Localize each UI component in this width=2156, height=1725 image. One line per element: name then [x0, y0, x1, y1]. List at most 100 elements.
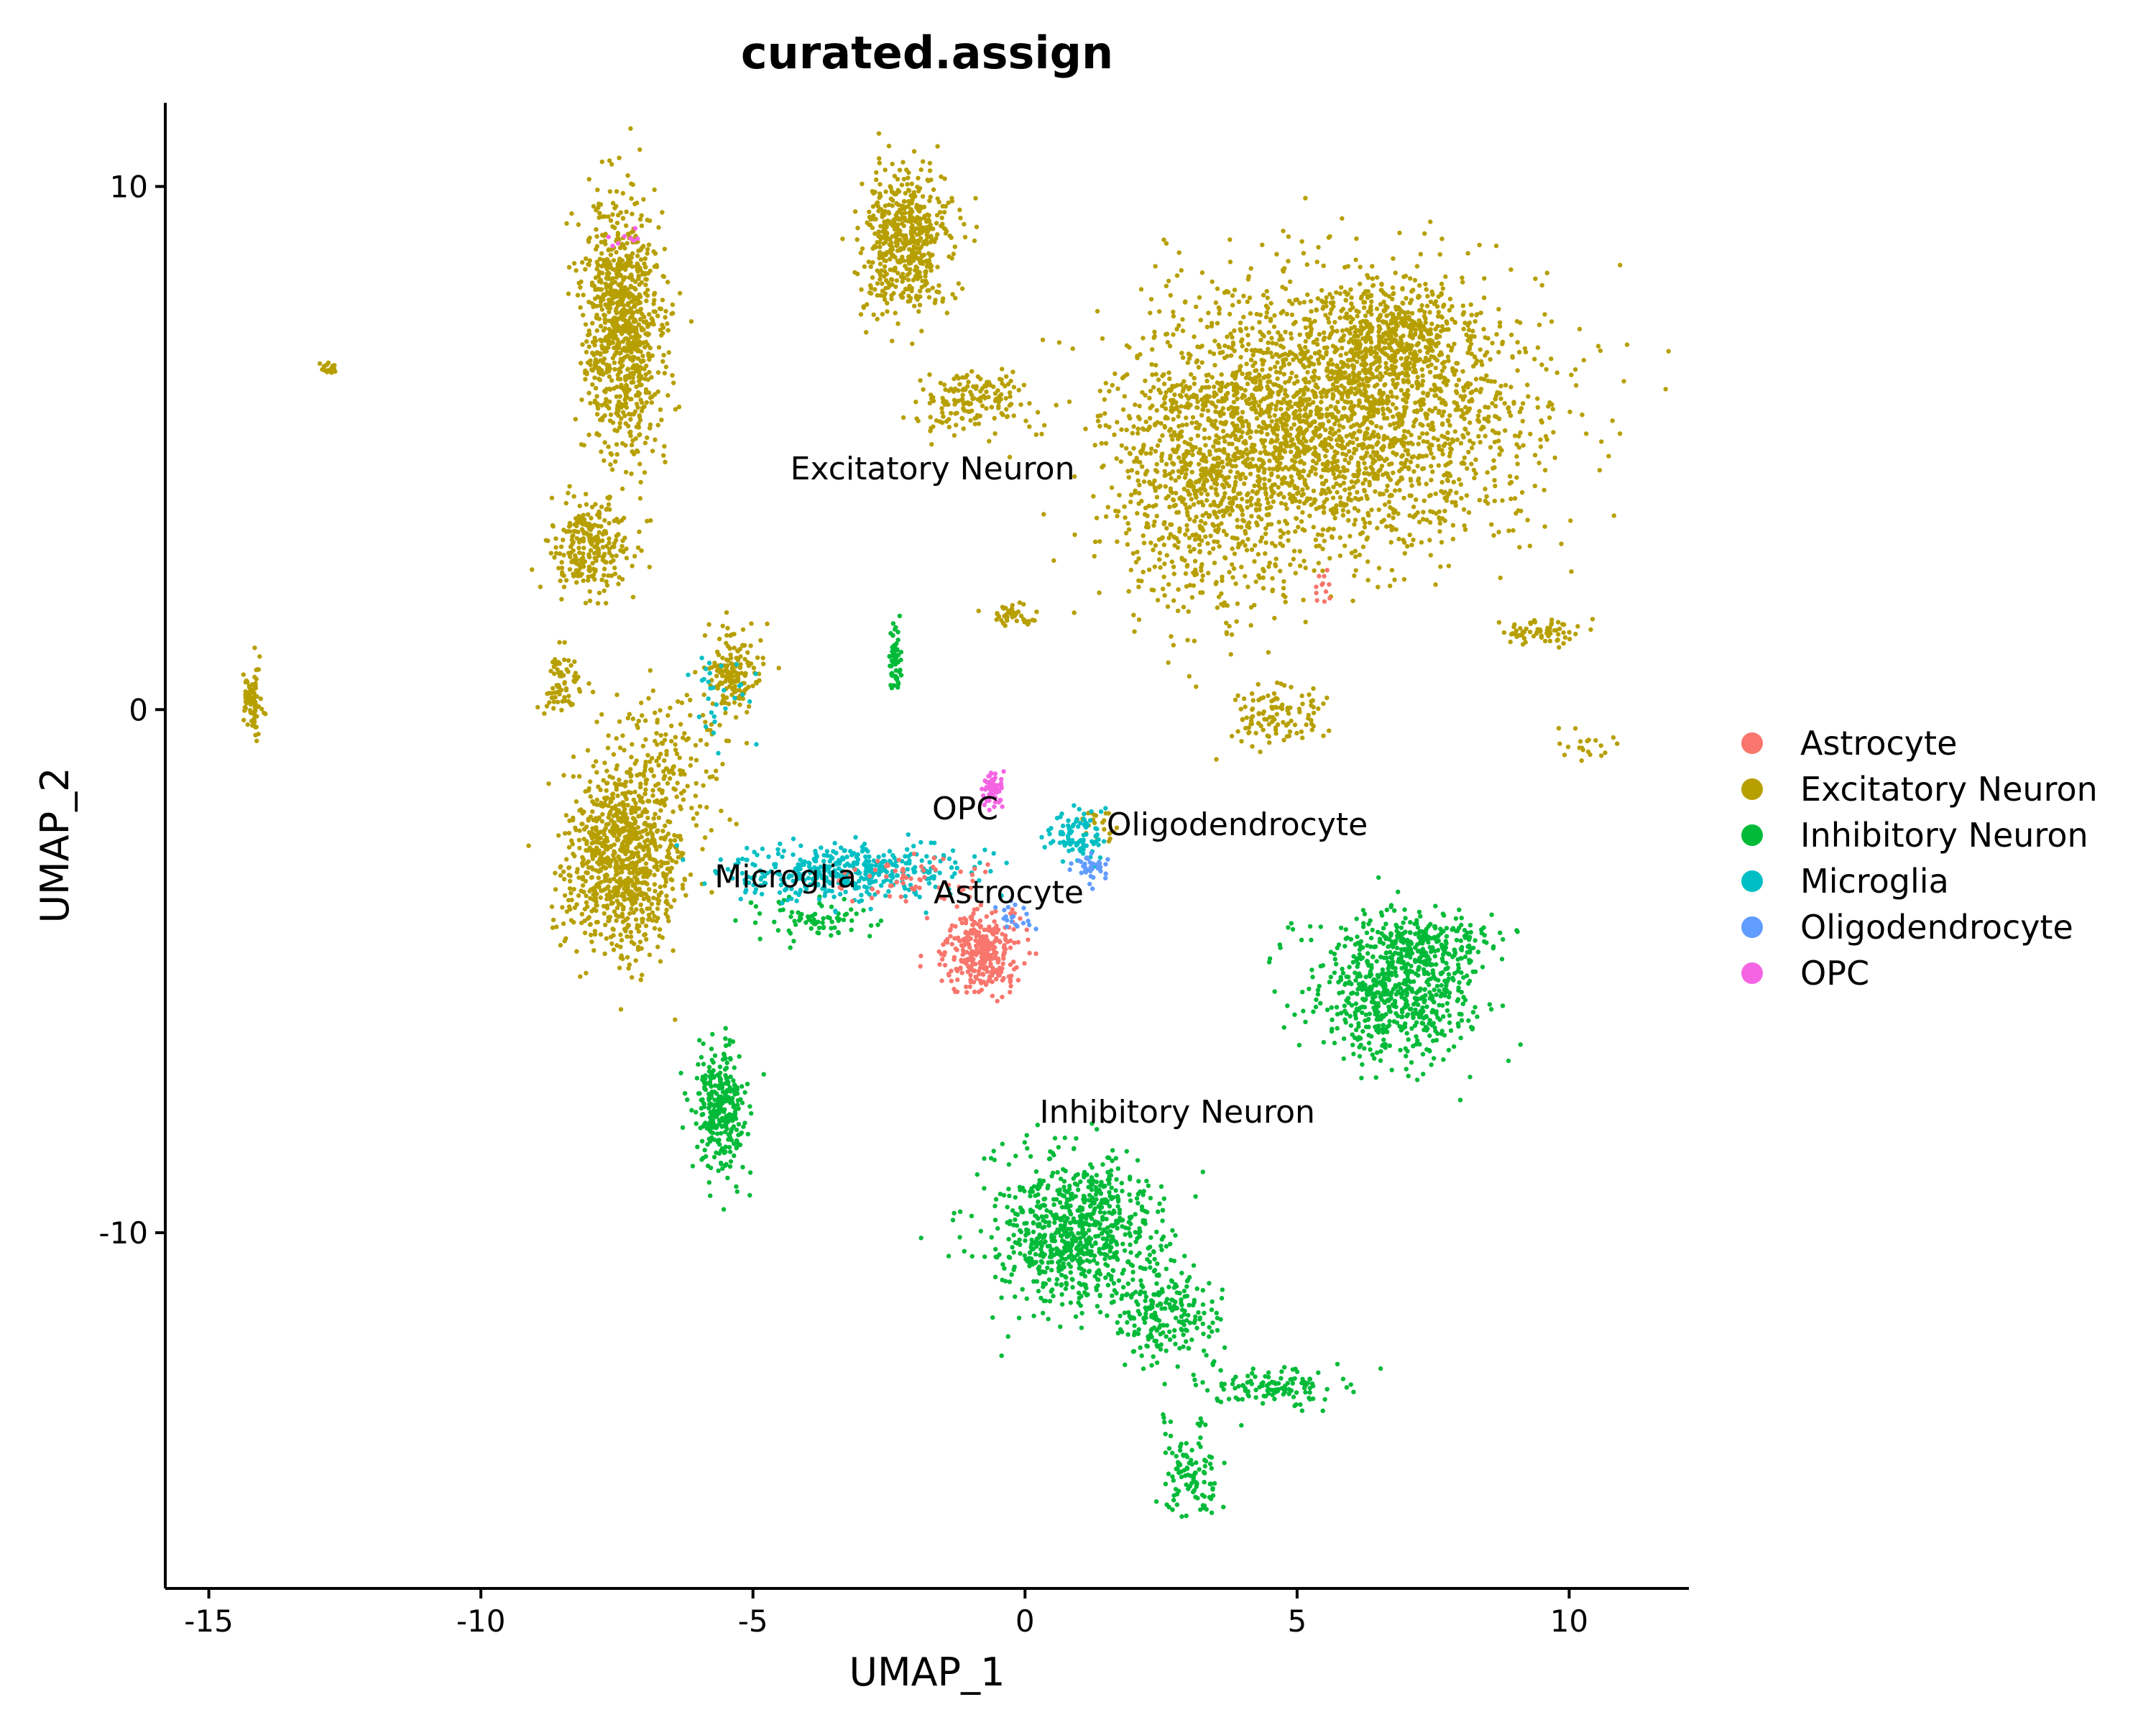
scatter-point — [1051, 558, 1056, 564]
scatter-point — [922, 282, 928, 288]
scatter-point — [1283, 594, 1288, 599]
scatter-point — [1429, 321, 1434, 326]
scatter-point — [1263, 551, 1268, 556]
scatter-point — [1253, 375, 1258, 380]
scatter-point — [642, 470, 648, 475]
scatter-point — [584, 339, 589, 344]
scatter-point — [1365, 383, 1371, 389]
scatter-point — [1358, 331, 1363, 336]
scatter-point — [890, 203, 895, 208]
scatter-point — [644, 400, 649, 405]
scatter-point — [1243, 438, 1248, 444]
scatter-point — [602, 317, 607, 322]
scatter-point — [1413, 355, 1419, 361]
scatter-point — [1507, 481, 1513, 486]
scatter-point — [622, 246, 627, 251]
scatter-point — [1405, 378, 1411, 383]
scatter-point — [921, 252, 927, 257]
scatter-point — [1263, 526, 1268, 531]
scatter-point — [622, 402, 627, 408]
scatter-point — [1286, 234, 1291, 239]
scatter-point — [886, 285, 891, 290]
scatter-point — [920, 194, 926, 199]
scatter-point — [1258, 450, 1263, 456]
scatter-point — [1544, 270, 1549, 275]
scatter-point — [1206, 418, 1211, 423]
scatter-point — [1498, 383, 1503, 389]
scatter-point — [1233, 581, 1238, 586]
scatter-point — [1439, 479, 1445, 485]
scatter-point — [1227, 624, 1232, 629]
scatter-point — [1450, 304, 1455, 309]
scatter-point — [1433, 405, 1438, 411]
scatter-point — [1419, 407, 1424, 413]
scatter-point — [642, 404, 647, 409]
scatter-point — [640, 311, 645, 317]
scatter-point — [615, 323, 620, 328]
scatter-point — [1666, 349, 1671, 354]
scatter-point — [602, 313, 607, 318]
scatter-point — [590, 382, 595, 387]
scatter-point — [1510, 354, 1515, 359]
scatter-point — [1359, 294, 1364, 300]
scatter-point — [1391, 377, 1396, 383]
scatter-point — [1284, 441, 1289, 446]
scatter-point — [1375, 433, 1380, 438]
scatter-point — [1428, 553, 1434, 558]
scatter-point — [1129, 468, 1135, 473]
scatter-point — [573, 417, 578, 422]
scatter-point — [1353, 518, 1358, 523]
scatter-point — [1349, 301, 1354, 306]
scatter-point — [1200, 502, 1206, 507]
scatter-point — [1248, 472, 1253, 477]
scatter-point — [1460, 312, 1465, 317]
scatter-point — [1365, 289, 1371, 294]
scatter-point — [855, 271, 860, 277]
scatter-point — [1230, 420, 1235, 426]
scatter-point — [1323, 313, 1328, 318]
scatter-point — [628, 126, 633, 131]
scatter-point — [620, 216, 626, 221]
scatter-point — [1311, 400, 1316, 405]
scatter-point — [1365, 272, 1370, 278]
scatter-point — [1240, 392, 1246, 397]
scatter-point — [607, 259, 612, 264]
scatter-point — [1539, 282, 1544, 288]
scatter-point — [1164, 241, 1169, 246]
scatter-point — [1399, 422, 1404, 427]
scatter-point — [1532, 483, 1537, 489]
scatter-point — [1409, 310, 1415, 316]
scatter-point — [1296, 525, 1301, 530]
scatter-point — [1189, 436, 1194, 442]
scatter-point — [1507, 474, 1513, 479]
scatter-point — [1492, 465, 1497, 470]
scatter-point — [1408, 276, 1413, 281]
scatter-point — [604, 275, 609, 281]
scatter-point — [1183, 454, 1188, 459]
scatter-point — [1220, 474, 1225, 479]
scatter-point — [1252, 448, 1258, 453]
scatter-point — [865, 220, 870, 225]
scatter-point — [1482, 377, 1487, 382]
scatter-point — [1214, 433, 1219, 438]
scatter-point — [602, 388, 607, 394]
scatter-point — [1276, 446, 1281, 451]
scatter-point — [1274, 252, 1279, 257]
scatter-point — [1332, 421, 1337, 427]
scatter-point — [1181, 386, 1187, 391]
scatter-point — [1275, 360, 1280, 365]
scatter-point — [1497, 323, 1503, 329]
scatter-point — [598, 323, 604, 328]
scatter-point — [1138, 351, 1143, 357]
scatter-point — [609, 340, 614, 345]
scatter-point — [1250, 326, 1255, 331]
scatter-point — [1318, 443, 1323, 448]
scatter-point — [1442, 508, 1447, 514]
scatter-point — [926, 288, 931, 293]
scatter-point — [1245, 381, 1250, 387]
scatter-point — [1312, 390, 1318, 395]
scatter-point — [578, 285, 583, 290]
scatter-point — [1169, 490, 1174, 495]
scatter-point — [1270, 354, 1275, 359]
scatter-point — [650, 448, 655, 454]
